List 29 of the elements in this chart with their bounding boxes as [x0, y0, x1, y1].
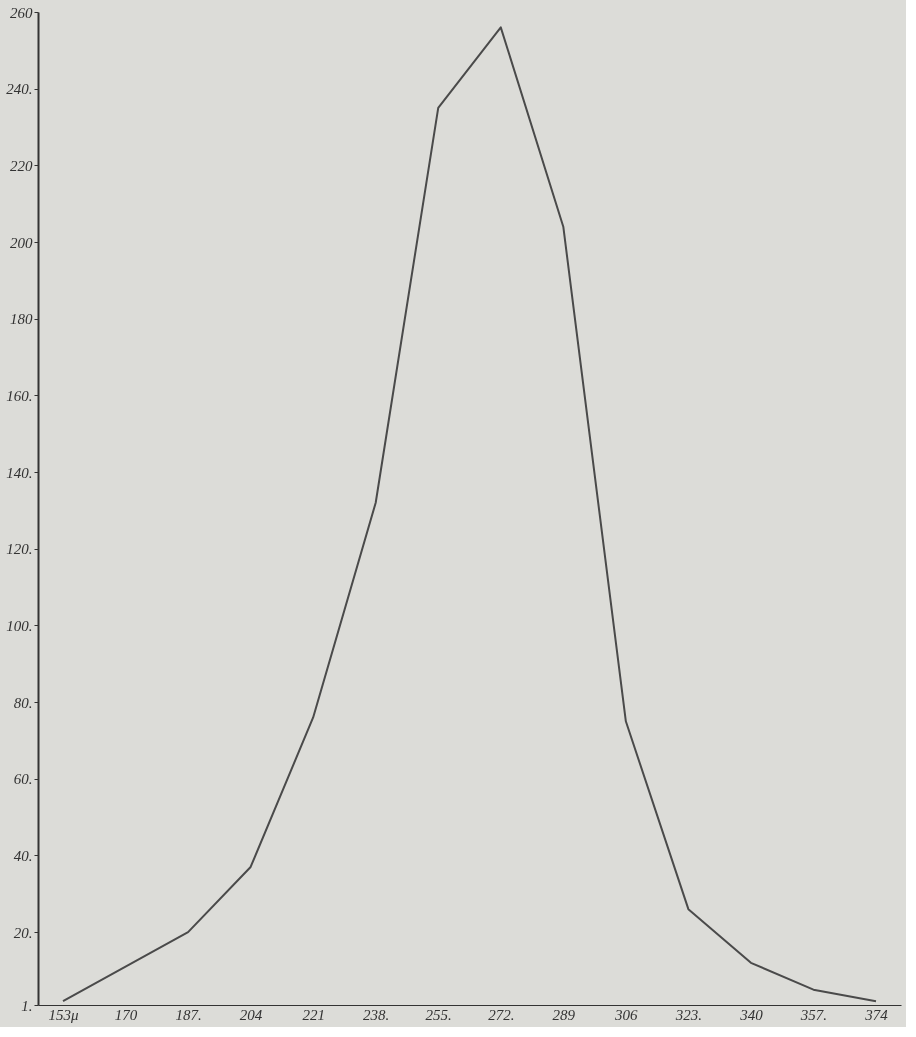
y-tick-label: 20.	[13, 924, 33, 941]
x-tick-label: 187.	[175, 1006, 202, 1023]
x-tick-label: 306	[614, 1006, 639, 1023]
x-tick-label: 170	[114, 1006, 138, 1023]
y-tick-label: 220	[10, 157, 33, 174]
line-series	[62, 26, 877, 1003]
y-tick-label: 1.	[21, 997, 33, 1014]
x-tick-label: 374	[864, 1006, 889, 1023]
x-tick-label: 238.	[363, 1006, 390, 1023]
y-tick-label: 120.	[6, 541, 33, 558]
x-tick-label: 323.	[674, 1006, 702, 1023]
x-tick-label: 272.	[488, 1006, 515, 1023]
x-tick-label: 255.	[425, 1006, 452, 1023]
x-tick-label: 357.	[799, 1006, 828, 1023]
y-tick-label: 160.	[6, 387, 33, 404]
x-tick-label: 340	[739, 1006, 764, 1023]
y-tick-label: 60.	[13, 771, 33, 788]
y-tick-label: 240.	[6, 81, 33, 98]
x-tick-label: 221	[302, 1006, 325, 1023]
x-tick-label: 289	[552, 1006, 576, 1023]
y-tick-label: 180	[10, 311, 33, 328]
x-tick-label: 153μ	[48, 1006, 79, 1023]
y-tick-label: 140.	[6, 464, 33, 481]
y-tick-label: 260	[10, 4, 33, 21]
y-tick-label: 200	[10, 234, 33, 251]
y-tick-label: 80.	[13, 694, 33, 711]
y-tick-label: 100.	[6, 617, 33, 634]
y-tick-label: 40.	[13, 847, 33, 864]
x-tick-label: 204	[239, 1006, 263, 1023]
